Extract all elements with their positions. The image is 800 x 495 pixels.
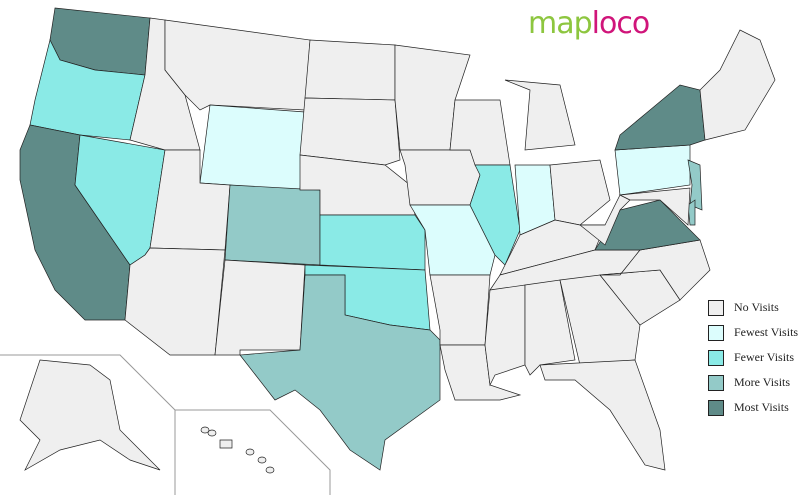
state-ia[interactable] [399, 149, 481, 206]
state-pa[interactable] [614, 144, 691, 196]
legend-item-most-visits: Most Visits [708, 395, 798, 420]
legend-swatch [708, 374, 724, 391]
legend-swatch [708, 299, 724, 316]
state-md[interactable] [618, 187, 691, 226]
state-hi-island[interactable] [200, 426, 210, 434]
state-ga[interactable] [559, 274, 641, 366]
state-ny[interactable] [614, 84, 706, 151]
state-hi[interactable] [219, 439, 233, 449]
state-hi-island[interactable] [257, 456, 267, 464]
legend: No Visits Fewest Visits Fewer Visits Mor… [708, 295, 798, 420]
state-ks[interactable] [319, 214, 426, 271]
legend-label: Fewest Visits [734, 325, 799, 339]
state-ne_region[interactable] [699, 29, 776, 141]
state-sd[interactable] [299, 97, 401, 166]
logo-map: map [528, 6, 593, 41]
inset-border [175, 409, 331, 495]
legend-label: More Visits [734, 375, 791, 389]
state-mi[interactable] [504, 79, 576, 151]
state-ms[interactable] [484, 284, 526, 387]
logo-loco: loco [591, 6, 651, 41]
legend-item-no-visits: No Visits [708, 295, 798, 320]
state-ak[interactable] [19, 359, 161, 471]
state-hi-island[interactable] [207, 429, 217, 437]
legend-item-fewer-visits: Fewer Visits [708, 345, 798, 370]
state-oh[interactable] [549, 159, 611, 226]
legend-label: No Visits [734, 300, 779, 314]
state-hi-island[interactable] [245, 448, 255, 456]
legend-swatch [708, 399, 724, 416]
legend-item-fewest-visits: Fewest Visits [708, 320, 798, 345]
state-az[interactable] [124, 247, 226, 356]
legend-swatch [708, 324, 724, 341]
state-de[interactable] [687, 199, 696, 226]
state-tx[interactable] [239, 274, 441, 471]
state-ar[interactable] [429, 274, 491, 346]
state-nd[interactable] [304, 39, 396, 101]
state-fl[interactable] [539, 359, 666, 471]
state-wy[interactable] [199, 104, 306, 191]
state-il[interactable] [469, 164, 521, 266]
inset-border [0, 354, 176, 495]
state-hi-island[interactable] [265, 466, 275, 474]
legend-item-more-visits: More Visits [708, 370, 798, 395]
legend-label: Fewer Visits [734, 350, 795, 364]
state-co[interactable] [224, 184, 321, 266]
state-mt[interactable] [164, 19, 311, 111]
state-nm[interactable] [214, 259, 306, 356]
legend-label: Most Visits [734, 400, 789, 414]
legend-swatch [708, 349, 724, 366]
state-nj[interactable] [687, 159, 703, 211]
maploco-logo: maploco [528, 6, 651, 41]
